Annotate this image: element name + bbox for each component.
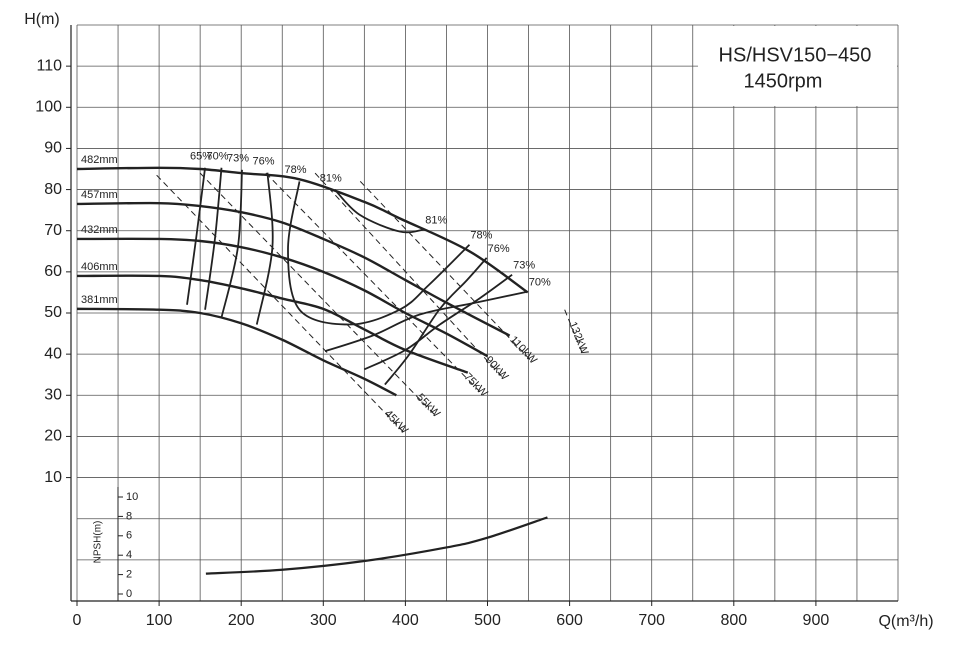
power-label: 45kW [382, 408, 411, 437]
y-tick-label: 40 [44, 345, 62, 362]
power-line [265, 172, 484, 396]
power-line [359, 180, 534, 363]
x-tick-label: 700 [638, 612, 665, 629]
efficiency-label: 81% [425, 214, 447, 226]
power-label: 110kW [507, 334, 539, 367]
x-tick-label: 100 [146, 612, 173, 629]
x-tick-label: 500 [474, 612, 501, 629]
efficiency-label: 73% [227, 153, 249, 165]
npsh-axis-label: NPSH(m) [93, 521, 104, 564]
efficiency-label: 65% [190, 151, 212, 163]
efficiency-label: 73% [513, 260, 535, 272]
efficiency-label: 70% [206, 151, 228, 163]
efficiency-curve [220, 169, 513, 371]
head-curve [76, 201, 511, 337]
efficiency-label: 81% [320, 172, 342, 184]
grid [76, 24, 899, 602]
chart-title: HS/HSV150−450 [719, 44, 872, 66]
power-line [314, 172, 505, 380]
y-tick-label: 50 [44, 304, 62, 321]
power-line [199, 172, 437, 417]
y-tick-label: 60 [44, 263, 62, 280]
y-tick-label: 80 [44, 181, 62, 198]
diameter-label: 381mm [81, 294, 118, 306]
y-tick-label: 110 [36, 57, 62, 74]
x-tick-label: 200 [228, 612, 255, 629]
efficiency-curve [287, 181, 471, 326]
y-tick-label: 100 [35, 99, 62, 116]
efficiency-curve [186, 167, 206, 305]
y-axis-label: H(m) [24, 11, 60, 28]
x-tick-label: 900 [803, 612, 830, 629]
power-line [156, 174, 405, 433]
power-label: 132kW [566, 320, 590, 357]
efficiency-label: 76% [488, 243, 510, 255]
npsh-tick-label: 6 [126, 530, 132, 542]
efficiency-label: 78% [470, 230, 492, 242]
x-tick-label: 800 [720, 612, 747, 629]
diameter-label: 406mm [81, 261, 118, 273]
diameter-label: 432mm [81, 224, 118, 236]
head-curve [76, 166, 529, 294]
npsh-tick-label: 2 [126, 569, 132, 581]
x-tick-label: 300 [310, 612, 337, 629]
npsh-curve [205, 516, 548, 575]
head-curve [76, 274, 469, 374]
diameter-label: 482mm [81, 154, 118, 166]
diameter-label: 457mm [81, 189, 118, 201]
efficiency-label: 78% [284, 164, 306, 176]
y-tick-label: 10 [44, 469, 62, 486]
x-tick-label: 400 [392, 612, 419, 629]
power-label: 90kW [483, 354, 511, 383]
x-axis-label: Q(m³/h) [878, 613, 933, 630]
npsh-tick-label: 8 [126, 510, 132, 522]
x-tick-label: 0 [73, 612, 82, 629]
efficiency-label: 70% [529, 277, 551, 289]
npsh-tick-label: 0 [126, 588, 132, 600]
efficiency-curve [204, 167, 528, 353]
x-tick-label: 600 [556, 612, 583, 629]
efficiency-curve [255, 172, 488, 386]
npsh-tick-label: 10 [126, 491, 138, 503]
y-tick-label: 90 [44, 140, 62, 157]
y-tick-label: 30 [44, 387, 62, 404]
title-box [698, 26, 897, 106]
power-label: 55kW [414, 391, 443, 420]
head-curve [76, 307, 397, 397]
efficiency-curve [334, 188, 425, 234]
power-line [564, 309, 584, 355]
npsh-tick-label: 4 [126, 549, 132, 561]
y-tick-label: 20 [44, 428, 62, 445]
y-tick-label: 70 [44, 222, 62, 239]
efficiency-label: 76% [252, 156, 274, 168]
head-curve [76, 237, 489, 358]
chart-subtitle: 1450rpm [744, 70, 823, 92]
